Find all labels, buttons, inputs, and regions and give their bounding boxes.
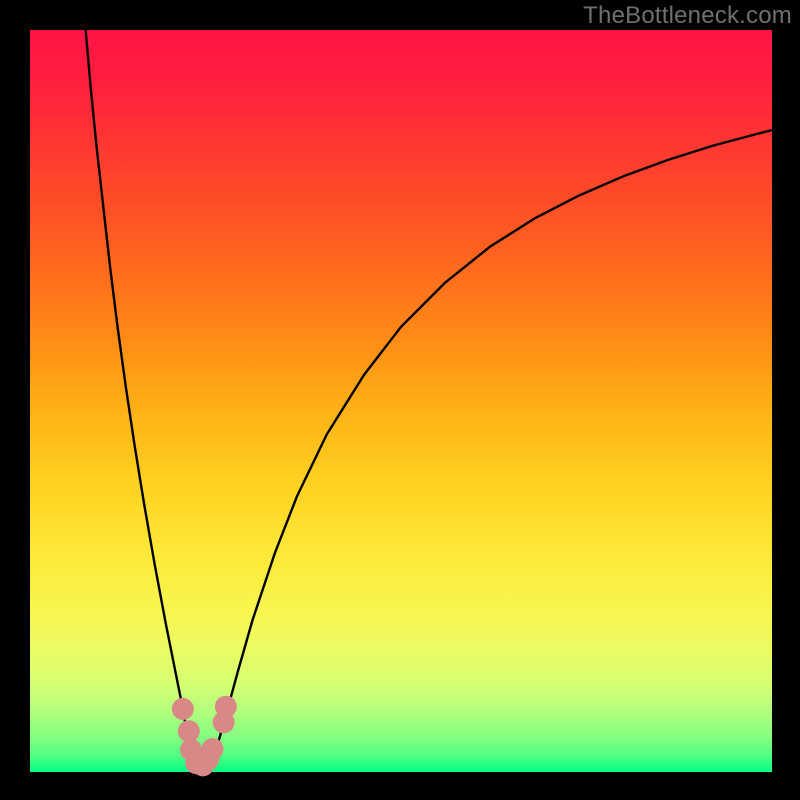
marker-point [172, 698, 194, 720]
chart-container: TheBottleneck.com [0, 0, 800, 800]
chart-svg [0, 0, 800, 800]
marker-point [202, 738, 224, 760]
plot-background-gradient [30, 30, 772, 772]
marker-point [178, 720, 200, 742]
marker-point [215, 696, 237, 718]
